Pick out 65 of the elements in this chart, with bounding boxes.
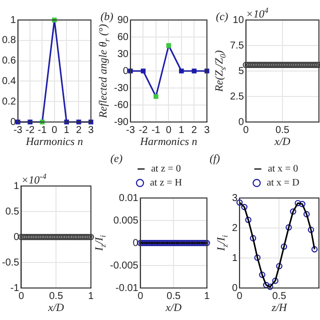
- y-tick-label: 2.5: [230, 91, 244, 102]
- chart-title: (e): [110, 153, 123, 165]
- x-tick-label: 0.5: [49, 290, 64, 302]
- y-tick-label: -30: [114, 82, 129, 94]
- y-tick-label: 3: [232, 192, 238, 204]
- y-tick-label: -0.005: [110, 260, 139, 272]
- y-tick-label: 0.5: [5, 206, 20, 218]
- x-axis-title: Harmonics n: [26, 136, 83, 148]
- x-tick-label: -1: [151, 124, 161, 136]
- annotation: ×10$^{-4}$: [21, 172, 46, 187]
- y-tick-label: 60: [117, 32, 129, 43]
- legend-label: at x = 0: [268, 164, 298, 175]
- y-tick-label: -60: [114, 100, 129, 111]
- y-tick-label: 5: [238, 66, 244, 77]
- y-tick-label: 1: [14, 180, 20, 192]
- x-tick-label: 0.5: [166, 290, 182, 302]
- y-tick-label: 0.4: [2, 76, 16, 87]
- chart-title: (c): [216, 11, 228, 23]
- x-axis-title: x/D: [166, 302, 182, 314]
- x-tick-label: 0: [166, 124, 172, 136]
- y-tick-label: 0.2: [2, 96, 16, 108]
- chart-title: (f): [210, 153, 220, 165]
- x-tick-label: 2: [76, 124, 82, 136]
- y-tick-label: 0.01: [118, 192, 139, 204]
- x-tick-label: 2: [191, 124, 198, 136]
- x-tick-label: -2: [138, 124, 148, 136]
- x-tick-label: 1: [64, 124, 70, 136]
- y-tick-label: 0.8: [2, 35, 16, 46]
- x-tick-label: 0.5: [272, 290, 287, 302]
- x-tick-label: 1: [88, 290, 94, 302]
- y-tick-label: -1: [10, 282, 20, 294]
- y-tick-label: 0: [14, 232, 20, 243]
- y-tick-label: -90: [114, 116, 129, 128]
- x-axis-title: x/D: [274, 136, 290, 148]
- x-tick-label: 0: [52, 124, 58, 136]
- chart-title: (b): [100, 11, 114, 23]
- legend-label: at z = H: [150, 178, 182, 189]
- y-tick-label: 0: [238, 116, 244, 128]
- y-tick-label: 30: [117, 48, 129, 60]
- x-axis-title: x/D: [48, 302, 64, 314]
- legend-label: at z = 0: [151, 164, 181, 175]
- x-tick-label: -3: [126, 124, 136, 136]
- y-tick-label: 0.005: [113, 215, 139, 226]
- x-tick-label: -1: [38, 124, 48, 136]
- y-tick-label: 0: [122, 66, 129, 77]
- annotation: ×10$^{4}$: [246, 6, 268, 21]
- y-tick-label: 0.6: [2, 56, 16, 67]
- y-tick-label: 7.5: [230, 40, 244, 52]
- x-tick-label: 3: [88, 124, 94, 136]
- y-tick-label: 10: [232, 14, 244, 26]
- y-tick-label: 2: [232, 222, 238, 234]
- y-tick-label: -0.5: [2, 257, 20, 268]
- x-axis-title: z/H: [272, 302, 287, 314]
- y-tick-label: 0: [232, 282, 238, 294]
- x-tick-label: 3: [204, 124, 210, 136]
- x-tick-label: 0.5: [275, 124, 290, 136]
- x-tick-label: 1: [204, 290, 210, 302]
- y-tick-label: 90: [117, 14, 129, 26]
- legend-label: at x = D: [266, 178, 300, 189]
- x-axis-title: Harmonics n: [140, 136, 198, 148]
- x-tick-label: 1: [178, 124, 185, 136]
- y-tick-label: 1: [232, 252, 238, 264]
- x-tick-label: -2: [26, 124, 35, 136]
- y-tick-label: -0.01: [116, 282, 139, 294]
- y-tick-label: 1: [10, 14, 16, 26]
